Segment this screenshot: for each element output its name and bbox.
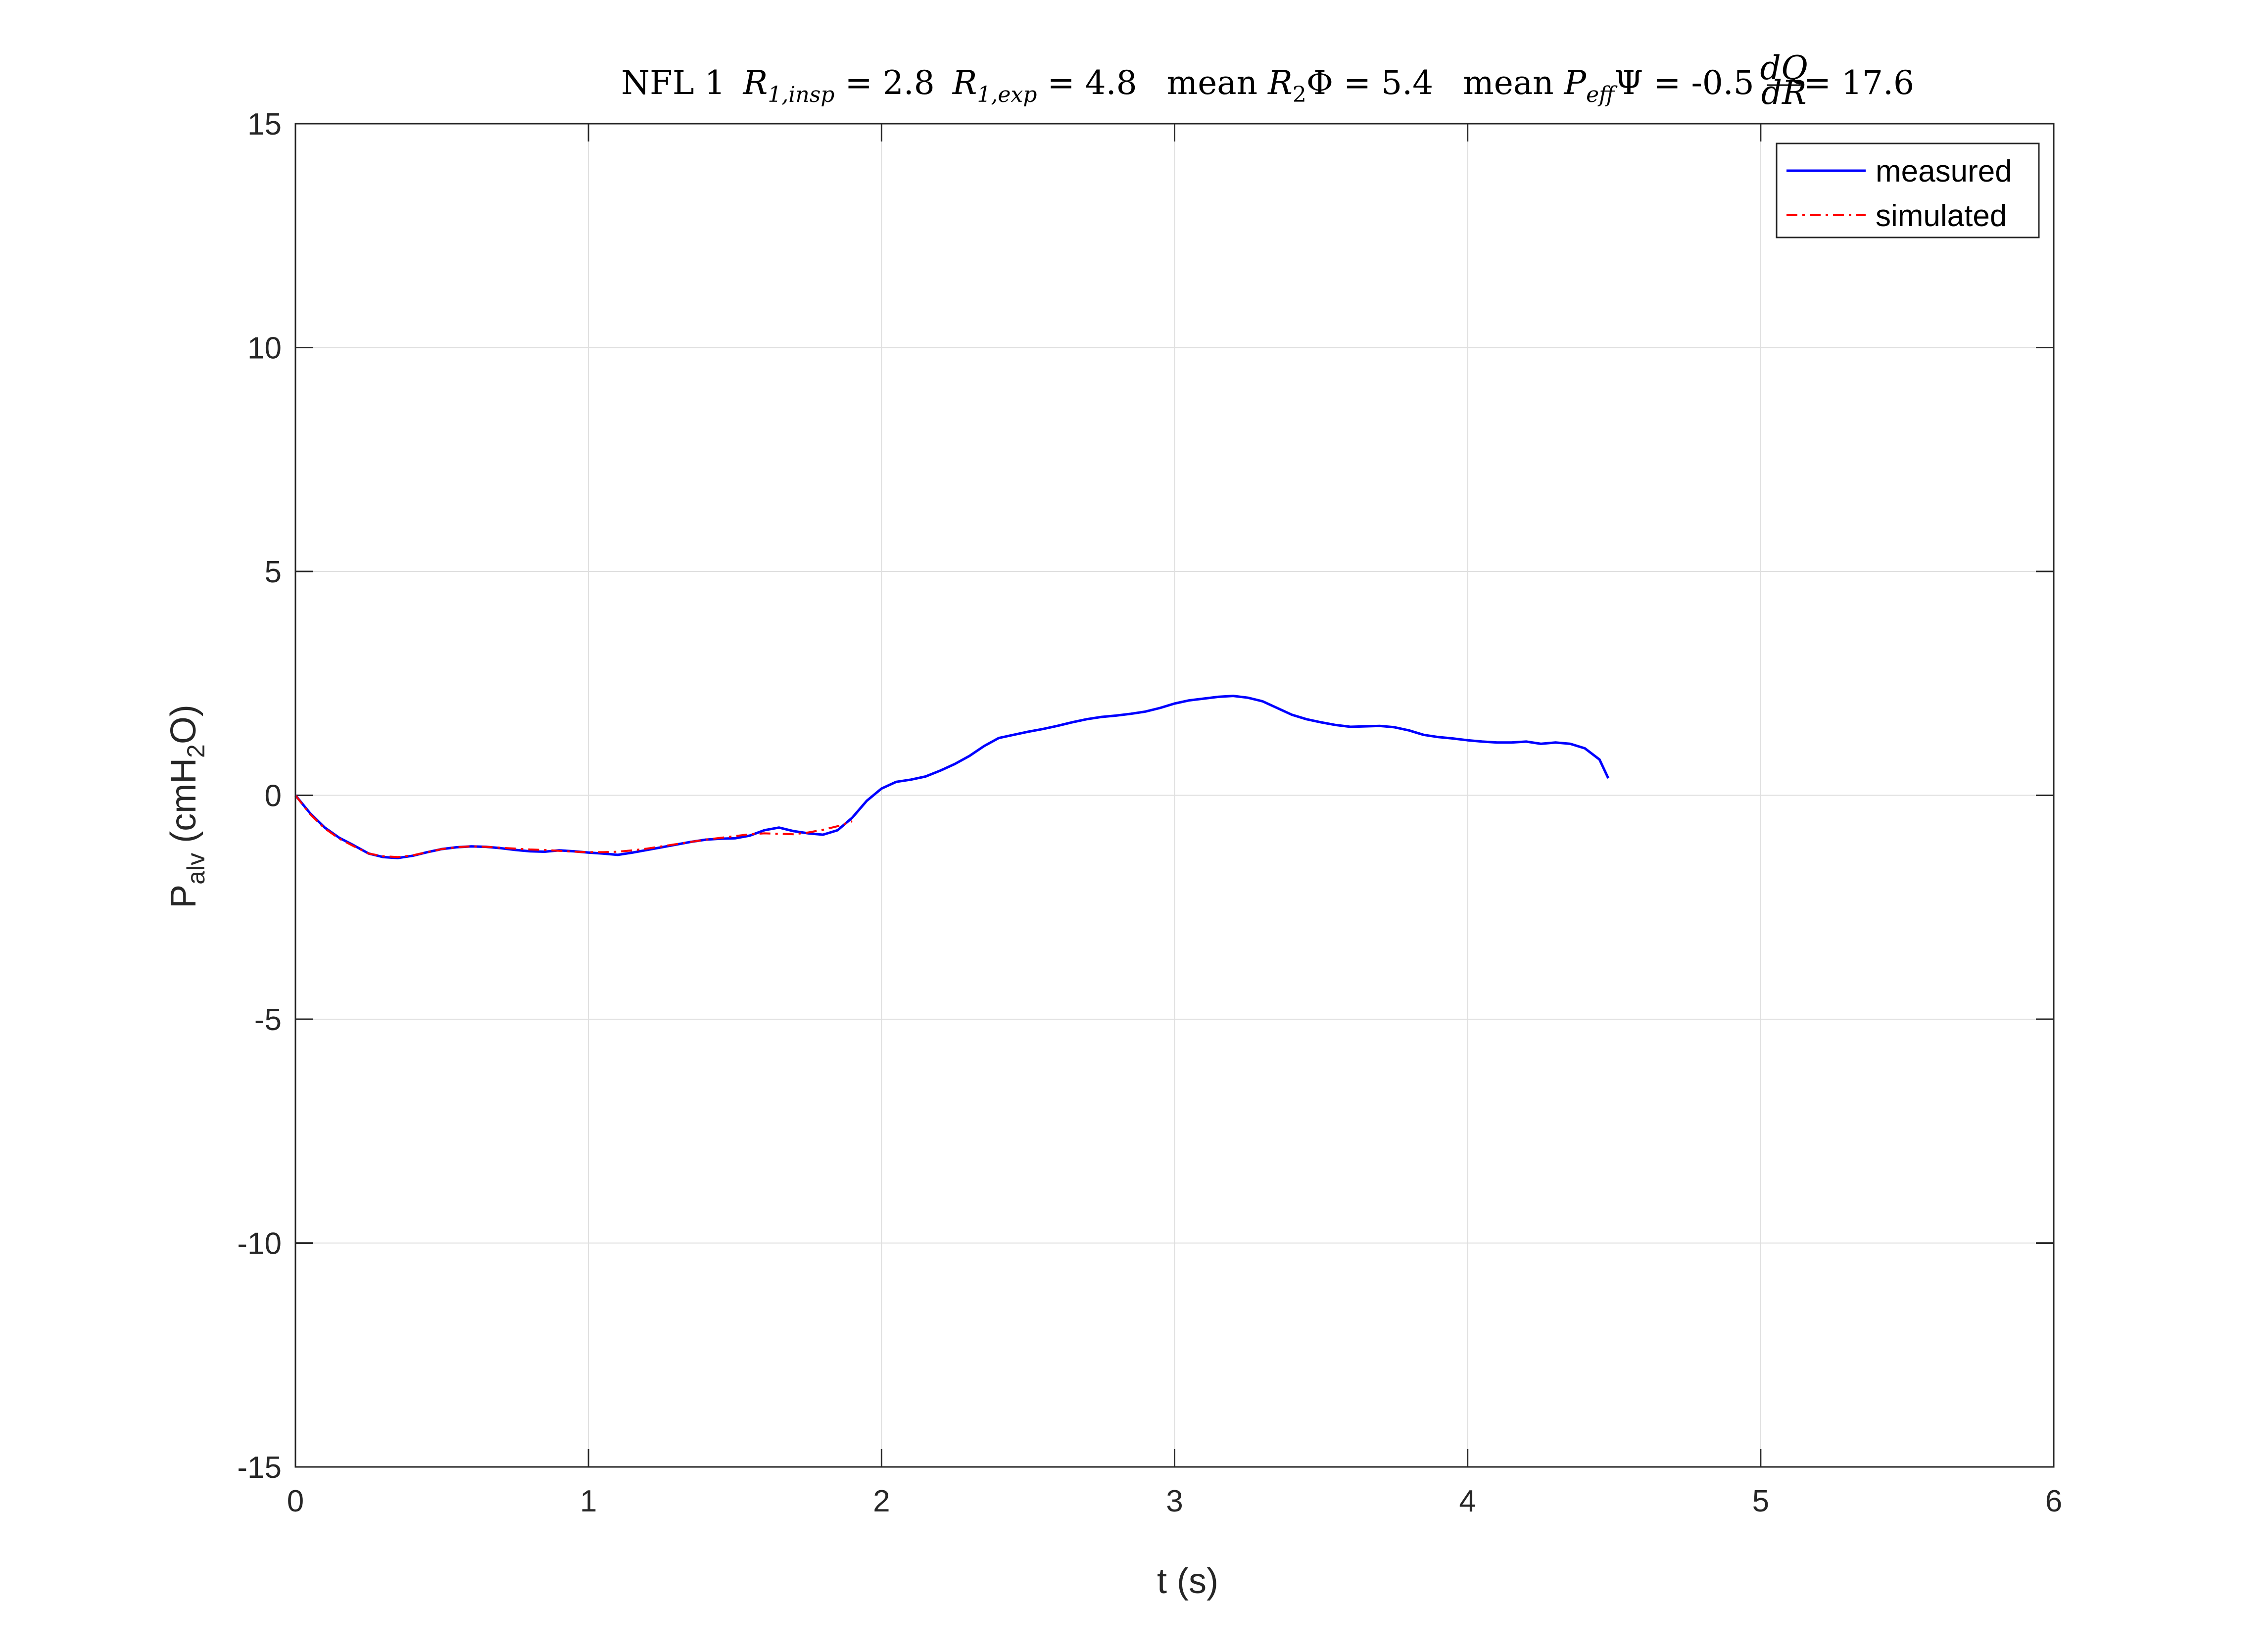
title-r2-subscript: 2 [1293, 82, 1306, 107]
y-tick-label: 0 [265, 779, 282, 813]
legend-label-measured: measured [1876, 154, 2012, 188]
y-axis-label-unit-subscript: 2 [182, 744, 210, 758]
y-tick-label: -5 [254, 1003, 282, 1037]
title-fraction-value: = 17.6 [1804, 64, 1914, 102]
title-r2-symbol: R [1267, 64, 1293, 102]
legend-label-simulated: simulated [1876, 199, 2007, 233]
title-r2-value: = 5.4 [1333, 64, 1433, 102]
y-axis-label-subscript: alv [182, 853, 210, 885]
title-mean1-word: mean [1167, 64, 1268, 102]
title-fraction: dQ dR = 17.6 [1760, 49, 1914, 112]
x-tick-label: 3 [1166, 1484, 1183, 1518]
x-tick-label: 5 [1752, 1484, 1769, 1518]
legend-box [1776, 142, 2040, 238]
x-tick-label: 6 [2045, 1484, 2062, 1518]
y-tick-label: -10 [237, 1227, 282, 1261]
title-r1-insp-subscript: 1,insp [768, 82, 834, 107]
title-prefix: NFL 1 [621, 64, 725, 102]
title-r1-exp-subscript: 1,exp [977, 82, 1037, 107]
y-tick-labels: -15 -10 -5 0 5 10 15 [237, 107, 282, 1485]
title-peff-subscript: eff [1586, 82, 1618, 107]
y-axis-label-unit-open: (cmH [164, 758, 203, 853]
y-axis-label: Palv (cmH2O) [164, 705, 210, 908]
y-tick-label: 15 [247, 107, 282, 141]
title-peff-symbol: P [1564, 64, 1587, 102]
title-r1-exp-symbol: R [952, 64, 977, 102]
title-fraction-denominator: dR [1761, 74, 1807, 112]
chart-title: NFL 1 R1,insp = 2.8 R1,exp = 4.8 mean R2Φ =… [621, 64, 1754, 107]
y-axis-label-main: P [164, 885, 203, 908]
x-tick-label: 4 [1459, 1484, 1476, 1518]
title-mean2-word: mean [1463, 64, 1564, 102]
x-tick-label: 0 [287, 1484, 304, 1518]
x-tick-label: 2 [873, 1484, 890, 1518]
title-psi: Ψ [1614, 64, 1643, 102]
legend: measured simulated [1776, 142, 2040, 238]
y-tick-label: 10 [247, 331, 282, 366]
y-tick-label: -15 [237, 1451, 282, 1485]
series-line-measured [294, 695, 1610, 859]
x-tick-label: 1 [580, 1484, 597, 1518]
x-axis-label: t (s) [1157, 1561, 1218, 1601]
y-tick-label: 5 [265, 555, 282, 589]
title-r1-insp-value: = 2.8 [834, 64, 934, 102]
series-layer [294, 695, 1610, 859]
plot-frame [294, 123, 2055, 1468]
x-tick-labels: 0 1 2 3 4 5 6 [287, 1484, 2062, 1518]
title-r1-insp-symbol: R [743, 64, 768, 102]
title-peff-value: = -0.5 [1643, 64, 1754, 102]
title-r1-exp-value: = 4.8 [1037, 64, 1137, 102]
y-axis-label-unit-close: O) [164, 705, 203, 744]
title-fraction-numerator: dQ [1760, 49, 1808, 87]
title-phi: Φ [1306, 64, 1333, 102]
